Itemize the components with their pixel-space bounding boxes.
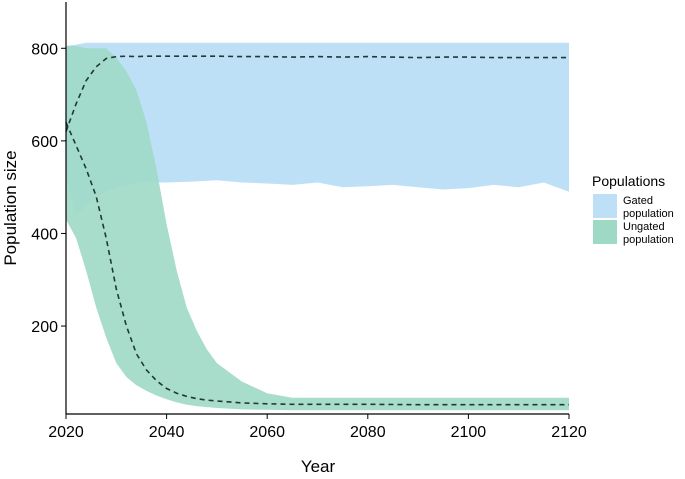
- y-tick-label: 600: [31, 134, 58, 151]
- x-axis-title: Year: [301, 457, 336, 476]
- x-tick-label: 2120: [551, 424, 587, 441]
- legend: Populations Gated population Ungated pop…: [592, 173, 674, 246]
- legend-label-gated-line1: Gated: [623, 195, 653, 207]
- x-tick-label: 2100: [451, 424, 487, 441]
- x-tick-label: 2060: [249, 424, 285, 441]
- y-tick-label: 800: [31, 41, 58, 58]
- x-tick-label: 2020: [48, 424, 84, 441]
- x-ticks: 2020 2040 2060 2080 2100 2120: [48, 414, 587, 441]
- legend-swatch-ungated: [593, 220, 617, 244]
- mean-line-ungated-population: [65, 122, 569, 406]
- legend-label-ungated-line1: Ungated: [623, 221, 665, 233]
- y-tick-label: 200: [31, 319, 58, 336]
- mean-layer: [65, 55, 569, 406]
- plot-area: 2020 2040 2060 2080 2100 2120 200 400 600 800: [31, 2, 587, 441]
- band-gated-population: [66, 42, 569, 215]
- y-axis-title: Population size: [1, 150, 20, 265]
- legend-title: Populations: [592, 173, 665, 189]
- series-layer: [66, 42, 569, 411]
- mean-line-gated-population: [65, 55, 569, 132]
- legend-label-gated-line2: population: [623, 208, 674, 220]
- y-ticks: 200 400 600 800: [31, 41, 66, 336]
- x-tick-label: 2040: [149, 424, 185, 441]
- band-ungated-population: [66, 46, 569, 411]
- x-tick-label: 2080: [350, 424, 386, 441]
- legend-label-ungated-line2: population: [623, 234, 674, 246]
- legend-swatch-gated: [593, 194, 617, 218]
- y-tick-label: 400: [31, 226, 58, 243]
